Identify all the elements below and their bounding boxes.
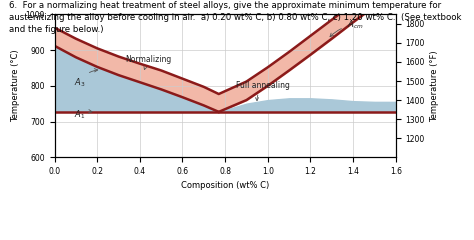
Text: 6.  For a normalizing heat treatment of steel alloys, give the approximate minim: 6. For a normalizing heat treatment of s… [9,1,462,34]
Text: Normalizing: Normalizing [125,54,171,70]
X-axis label: Composition (wt% C): Composition (wt% C) [181,181,269,191]
Text: $A_3$: $A_3$ [73,69,98,89]
Y-axis label: Temperature (°F): Temperature (°F) [430,50,439,122]
Y-axis label: Temperature (°C): Temperature (°C) [11,49,20,122]
Text: $A_1$: $A_1$ [73,109,92,121]
Text: Full annealing: Full annealing [236,81,290,101]
Text: $A_{cm}$: $A_{cm}$ [330,19,364,37]
